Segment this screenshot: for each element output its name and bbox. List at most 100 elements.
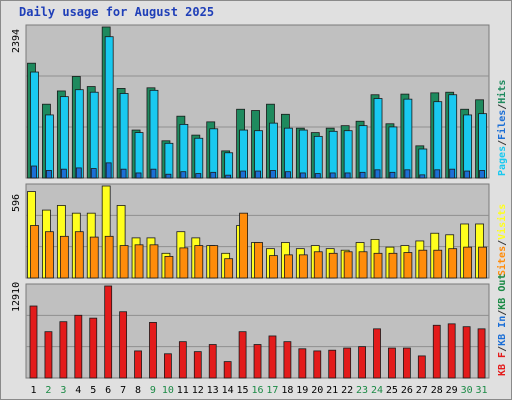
bar-visits-sites-day-12 <box>194 245 204 279</box>
bar-hits-pages-day-8 <box>135 172 142 179</box>
bar-visits-sites-day-20 <box>313 251 323 279</box>
day-label-29: 29 <box>446 385 458 396</box>
bar-hits-files-day-26 <box>403 98 413 179</box>
bar-hits-pages-day-21 <box>329 172 336 179</box>
bar-hits-files-day-7 <box>119 93 129 179</box>
bar-visits-sites-day-24 <box>373 252 383 279</box>
bar-visits-sites-day-25 <box>388 252 398 279</box>
bar-hits-pages-day-4 <box>75 167 82 179</box>
day-label-1: 1 <box>30 385 36 396</box>
bar-hits-pages-day-6 <box>105 162 112 179</box>
bar-kbytes-kb-f-day-28 <box>432 324 441 379</box>
bar-hits-files-day-14 <box>224 152 234 179</box>
bar-visits-sites-day-23 <box>358 251 368 279</box>
bar-hits-pages-day-2 <box>46 170 52 179</box>
legend-label-4: Hits <box>496 80 508 104</box>
day-label-19: 19 <box>296 385 308 396</box>
bar-kbytes-kb-f-day-7 <box>119 311 128 379</box>
legend-label-1: / <box>497 240 508 246</box>
bar-visits-sites-day-16 <box>254 242 263 279</box>
day-label-4: 4 <box>75 385 81 396</box>
bar-hits-pages-day-26 <box>404 169 411 179</box>
day-label-31: 31 <box>476 385 488 396</box>
bar-visits-sites-day-31 <box>478 246 487 279</box>
day-label-21: 21 <box>326 385 338 396</box>
bar-visits-sites-day-13 <box>209 245 219 279</box>
day-label-20: 20 <box>311 385 323 396</box>
bar-kbytes-kb-f-day-18 <box>283 341 292 379</box>
bar-hits-files-day-23 <box>358 125 368 179</box>
bar-hits-pages-day-14 <box>225 174 232 179</box>
bar-visits-sites-day-21 <box>328 252 338 279</box>
day-label-23: 23 <box>356 385 368 396</box>
panel-hits-ymax-label: 2394 <box>11 29 22 53</box>
bar-hits-files-day-4 <box>74 89 84 179</box>
bar-hits-pages-day-30 <box>464 170 471 179</box>
bar-visits-sites-day-2 <box>45 231 54 279</box>
bar-hits-files-day-5 <box>89 91 99 179</box>
bar-kbytes-kb-f-day-20 <box>313 350 322 379</box>
day-label-17: 17 <box>266 385 278 396</box>
bar-kbytes-kb-f-day-25 <box>388 347 396 379</box>
bar-hits-pages-day-12 <box>195 173 202 179</box>
legend-label-4: KB Out <box>497 274 508 310</box>
bar-kbytes-kb-f-day-15 <box>238 331 247 379</box>
day-label-8: 8 <box>135 385 141 396</box>
day-label-18: 18 <box>281 385 293 396</box>
day-label-26: 26 <box>401 385 413 396</box>
day-label-27: 27 <box>416 385 428 396</box>
day-label-28: 28 <box>431 385 443 396</box>
bar-kbytes-kb-f-day-1 <box>29 305 38 379</box>
day-label-15: 15 <box>237 385 249 396</box>
bar-hits-pages-day-11 <box>180 171 187 179</box>
bar-hits-pages-day-13 <box>210 171 217 179</box>
bar-hits-files-day-9 <box>149 89 159 179</box>
day-label-9: 9 <box>150 385 156 396</box>
bar-kbytes-kb-f-day-27 <box>417 355 426 379</box>
bar-kbytes-kb-f-day-6 <box>104 285 113 379</box>
bar-hits-files-day-30 <box>463 114 473 179</box>
bar-visits-sites-day-17 <box>269 255 278 279</box>
legend-label-1: / <box>497 346 508 352</box>
day-label-16: 16 <box>251 385 263 396</box>
bar-hits-files-day-10 <box>164 142 174 179</box>
legend-label-3: / <box>497 310 508 316</box>
legend-label-3: / <box>497 104 508 110</box>
bar-hits-files-day-8 <box>134 132 144 179</box>
bar-visits-sites-day-5 <box>89 236 99 279</box>
bar-visits-sites-day-10 <box>164 255 174 279</box>
day-label-7: 7 <box>120 385 126 396</box>
bar-kbytes-kb-f-day-12 <box>193 351 202 379</box>
bar-kbytes-kb-f-day-16 <box>253 344 262 379</box>
bar-hits-files-day-29 <box>448 94 458 179</box>
bar-visits-sites-day-29 <box>448 248 458 279</box>
bar-kbytes-kb-f-day-13 <box>208 344 217 379</box>
panel-hits-legend: Pages/Files/Hits <box>496 80 508 176</box>
bar-hits-files-day-28 <box>433 101 443 179</box>
bar-hits-pages-day-18 <box>284 171 291 179</box>
bar-hits-pages-day-3 <box>60 168 67 179</box>
bar-hits-pages-day-19 <box>299 172 306 179</box>
panel-kbytes-ymax-label: 12910 <box>11 282 22 312</box>
bar-visits-sites-day-3 <box>59 235 69 279</box>
bar-hits-pages-day-25 <box>389 171 396 179</box>
day-label-12: 12 <box>192 385 204 396</box>
bar-visits-sites-day-30 <box>463 246 473 279</box>
bar-visits-sites-day-11 <box>179 247 189 279</box>
bar-hits-pages-day-31 <box>479 170 485 179</box>
bar-hits-files-day-6 <box>104 36 114 179</box>
bar-hits-pages-day-23 <box>359 171 366 179</box>
bar-hits-files-day-20 <box>313 135 323 179</box>
bar-visits-sites-day-26 <box>403 252 413 279</box>
bar-visits-sites-day-6 <box>104 235 114 279</box>
bar-hits-files-day-27 <box>418 148 428 179</box>
bar-hits-files-day-22 <box>343 130 353 179</box>
legend-label-2: Visits <box>496 204 508 240</box>
bar-visits-sites-day-8 <box>134 244 144 279</box>
bar-kbytes-kb-f-day-24 <box>373 328 381 379</box>
bar-hits-files-day-31 <box>478 113 487 179</box>
bar-kbytes-kb-f-day-11 <box>178 341 187 379</box>
day-label-30: 30 <box>461 385 473 396</box>
panel-kbytes-legend: KB F/KB In/KB Out <box>497 274 508 376</box>
